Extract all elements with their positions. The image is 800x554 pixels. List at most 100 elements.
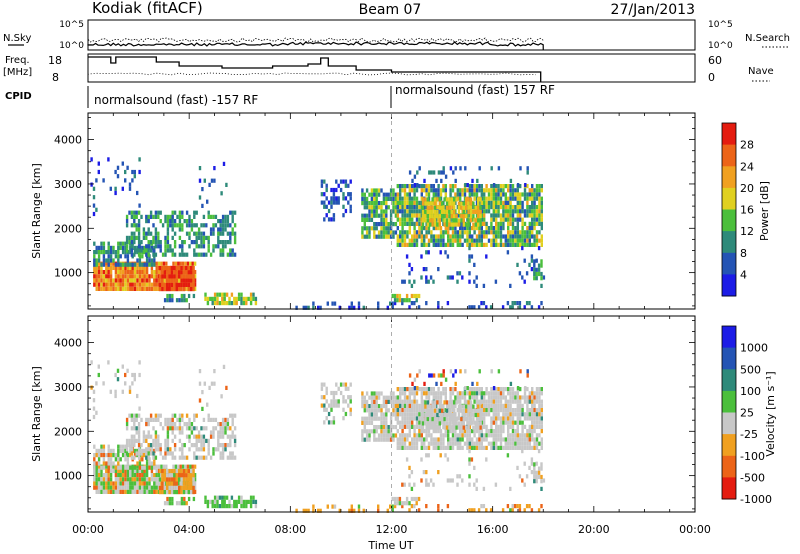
velocity-cell	[375, 437, 378, 442]
power-cell	[389, 217, 393, 222]
power-cell	[413, 183, 417, 188]
velocity-cell	[160, 464, 163, 469]
velocity-cell	[361, 395, 364, 400]
velocity-cell	[394, 408, 398, 413]
power-cell	[442, 184, 445, 189]
velocity-cell	[235, 499, 238, 504]
velocity-cell	[166, 422, 170, 427]
velocity-cell	[533, 399, 536, 404]
power-cell	[100, 286, 103, 291]
power-cell	[514, 238, 517, 243]
velocity-cell	[97, 453, 101, 458]
power-cell	[401, 209, 404, 214]
velocity-cell	[330, 403, 333, 408]
power-cell	[406, 200, 409, 205]
velocity-cell	[133, 438, 136, 443]
power-cell	[485, 184, 488, 189]
power-cell	[347, 200, 350, 205]
velocity-cell	[192, 496, 196, 502]
power-cell	[471, 234, 474, 239]
power-cell	[152, 240, 155, 245]
power-cell	[401, 213, 404, 218]
velocity-cell	[153, 477, 156, 482]
power-cell	[509, 196, 512, 201]
velocity-cell	[107, 477, 110, 482]
velocity-cell	[521, 437, 524, 442]
power-cell	[453, 209, 456, 215]
power-cell	[410, 283, 414, 288]
power-cell	[483, 213, 486, 218]
velocity-cell	[396, 412, 399, 417]
power-cell	[474, 222, 477, 227]
velocity-cell	[166, 443, 170, 448]
power-cell	[344, 183, 348, 188]
power-cell	[438, 201, 441, 206]
velocity-cell	[202, 434, 206, 439]
velocity-cell	[533, 462, 536, 467]
power-cell	[217, 219, 220, 224]
velocity-cell	[181, 443, 184, 448]
velocity-cell	[97, 457, 101, 462]
velocity-cell	[440, 373, 443, 378]
power-cell	[154, 210, 158, 215]
velocity-cell	[535, 416, 539, 421]
velocity-cell	[95, 448, 98, 453]
velocity-cell	[178, 447, 182, 452]
power-cell	[528, 301, 531, 306]
power-heatmap-cells	[90, 157, 546, 310]
velocity-cell	[403, 391, 407, 396]
velocity-cell	[413, 386, 417, 391]
power-cell	[141, 286, 144, 291]
velocity-cell	[214, 426, 218, 431]
velocity-cell	[231, 430, 234, 435]
power-cell	[466, 226, 469, 231]
velocity-cell	[413, 496, 416, 502]
velocity-cell	[137, 430, 141, 435]
power-cell	[431, 214, 434, 219]
power-cell	[197, 231, 201, 236]
power-cell	[382, 217, 386, 222]
power-cell	[393, 301, 397, 306]
power-cell	[495, 217, 498, 222]
velocity-cell	[193, 489, 197, 494]
power-cell	[476, 178, 479, 183]
power-cell	[188, 235, 191, 240]
nsky-right-tick-bottom: 10^0	[708, 41, 733, 51]
velocity-cell	[497, 433, 500, 438]
velocity-cell	[408, 482, 411, 487]
power-cell	[136, 274, 139, 279]
power-cell	[523, 258, 526, 263]
power-cell	[523, 221, 527, 226]
power-cell	[157, 244, 160, 249]
velocity-cell	[190, 473, 193, 478]
colorbar-swatch	[722, 252, 736, 275]
power-cell	[117, 250, 120, 255]
velocity-cell	[471, 381, 474, 386]
velocity-cell	[129, 473, 132, 478]
power-cell	[90, 157, 93, 162]
velocity-cell	[330, 399, 333, 404]
velocity-cell	[454, 433, 457, 438]
power-cell	[193, 274, 197, 279]
velocity-cell	[492, 416, 495, 421]
power-cell	[385, 201, 388, 206]
power-cell	[185, 266, 188, 271]
velocity-cell	[435, 381, 438, 386]
power-cell	[533, 234, 536, 239]
power-cell	[209, 227, 213, 232]
power-cell	[531, 217, 534, 222]
power-cell	[531, 209, 534, 214]
velocity-cell	[228, 504, 231, 509]
velocity-cell	[445, 417, 449, 422]
velocity-cell	[399, 445, 402, 450]
power-cell	[121, 262, 125, 267]
velocity-cell	[221, 422, 225, 427]
power-cell	[370, 209, 374, 214]
power-cell	[408, 200, 411, 205]
velocity-cell	[542, 478, 546, 483]
velocity-cell	[396, 403, 399, 408]
velocity-cell	[220, 394, 223, 399]
velocity-cell	[420, 391, 423, 396]
power-y-axis-label: Slant Range [km]	[30, 163, 43, 259]
velocity-cell	[387, 408, 390, 413]
